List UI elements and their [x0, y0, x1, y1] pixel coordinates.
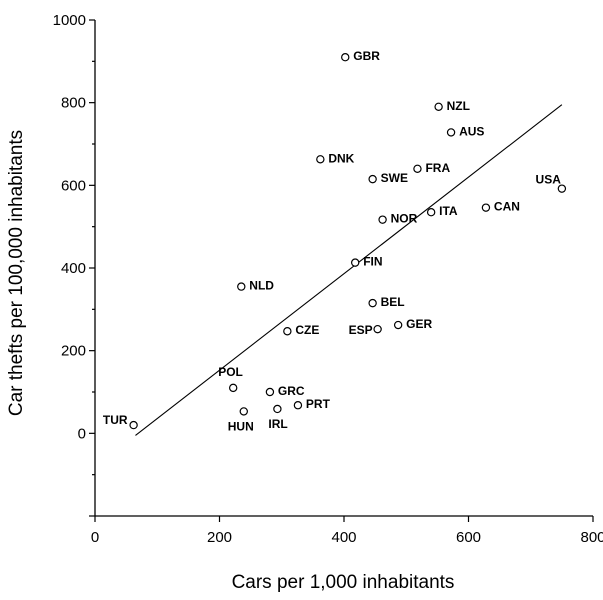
point-label-usa: USA [536, 173, 562, 187]
point-label-pol: POL [218, 365, 243, 379]
data-point-grc [266, 388, 273, 395]
point-label-cze: CZE [295, 323, 319, 337]
point-label-nor: NOR [391, 212, 418, 226]
y-tick-label: 0 [78, 425, 86, 442]
x-axis-title: Cars per 1,000 inhabitants [232, 572, 455, 593]
data-point-can [482, 204, 489, 211]
data-point-nor [379, 216, 386, 223]
y-tick-label: 200 [61, 343, 86, 360]
y-tick-label: 400 [61, 260, 86, 277]
point-label-dnk: DNK [328, 151, 354, 165]
y-tick-label: 800 [61, 95, 86, 112]
y-axis-ticks: 0 200 400 600 800 1000 [53, 12, 95, 516]
data-point-nld [238, 283, 245, 290]
data-point-hun [240, 408, 247, 415]
point-label-fra: FRA [425, 161, 450, 175]
point-label-nzl: NZL [447, 99, 470, 113]
data-point-aus [447, 129, 454, 136]
plot-frame [95, 20, 593, 516]
data-point-irl [274, 405, 281, 412]
y-axis-title: Car thefts per 100,000 inhabitants [6, 130, 27, 416]
point-label-gbr: GBR [353, 49, 380, 63]
y-tick-label: 1000 [53, 12, 86, 29]
y-tick-label: 600 [61, 177, 86, 194]
point-label-can: CAN [494, 200, 520, 214]
x-tick-label: 800 [580, 529, 603, 546]
data-point-fra [414, 165, 421, 172]
point-label-nld: NLD [249, 279, 274, 293]
data-point-tur [130, 421, 137, 428]
point-label-prt: PRT [306, 397, 331, 411]
point-label-ger: GER [406, 317, 432, 331]
data-point-fin [352, 259, 359, 266]
data-point-pol [230, 384, 237, 391]
point-label-aus: AUS [459, 124, 484, 138]
point-label-hun: HUN [228, 419, 254, 433]
point-label-tur: TUR [103, 413, 128, 427]
data-point-prt [294, 402, 301, 409]
point-label-bel: BEL [381, 295, 405, 309]
data-point-gbr [342, 54, 349, 61]
x-tick-label: 200 [207, 529, 232, 546]
point-label-esp: ESP [349, 323, 373, 337]
point-label-irl: IRL [268, 417, 287, 431]
point-label-grc: GRC [278, 384, 305, 398]
data-points: GBR NZL AUS DNK FRA SWE USA CAN NOR ITA FIN NLD BEL E… [103, 49, 566, 433]
data-point-nzl [435, 103, 442, 110]
x-tick-label: 600 [456, 529, 481, 546]
data-point-esp [374, 326, 381, 333]
data-point-ita [428, 209, 435, 216]
x-tick-label: 400 [331, 529, 356, 546]
x-axis-ticks: 0 200 400 600 800 [91, 516, 603, 546]
x-tick-label: 0 [91, 529, 99, 546]
data-point-swe [369, 176, 376, 183]
point-label-fin: FIN [363, 255, 382, 269]
point-label-swe: SWE [381, 171, 408, 185]
data-point-ger [395, 321, 402, 328]
point-label-ita: ITA [439, 204, 458, 218]
data-point-bel [369, 300, 376, 307]
data-point-cze [284, 328, 291, 335]
data-point-dnk [317, 156, 324, 163]
